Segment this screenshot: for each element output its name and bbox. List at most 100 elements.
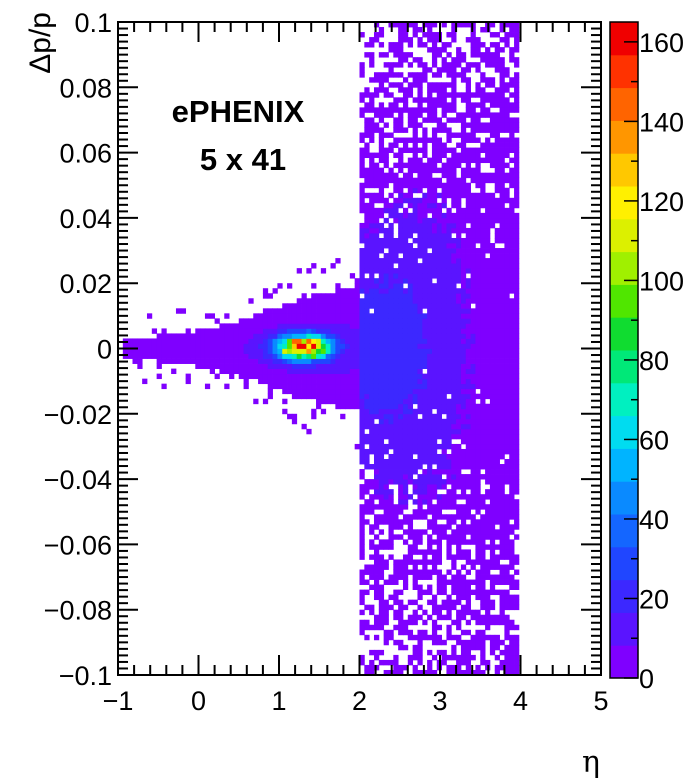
heatmap-cell [282, 333, 288, 339]
heatmap-cell [373, 469, 380, 475]
heatmap-cell [262, 373, 269, 380]
heatmap-cell [243, 368, 249, 375]
heatmap-cell [494, 217, 500, 224]
heatmap-cell [465, 328, 471, 334]
heatmap-cell [359, 182, 365, 189]
heatmap-cell [335, 303, 341, 309]
heatmap-cell [480, 248, 486, 254]
heatmap-cell [219, 323, 225, 329]
heatmap-cell [451, 494, 457, 500]
heatmap-cell [407, 222, 414, 229]
heatmap-cell [378, 594, 385, 601]
heatmap-cell [402, 474, 409, 480]
heatmap-cell [330, 323, 336, 329]
heatmap-cell [398, 614, 404, 621]
heatmap-cell [509, 172, 515, 179]
heatmap-cell [345, 403, 351, 410]
heatmap-cell [340, 323, 346, 329]
heatmap-cell [514, 278, 520, 284]
heatmap-cell [224, 333, 230, 339]
heatmap-cell [436, 469, 443, 475]
heatmap-cell [456, 338, 462, 344]
heatmap-cell [431, 413, 438, 420]
heatmap-cell [509, 82, 515, 88]
heatmap-cell [238, 353, 244, 359]
heatmap-cell [277, 353, 283, 359]
heatmap-cell [340, 333, 346, 339]
heatmap-cell [499, 137, 505, 143]
heatmap-cell [460, 112, 467, 118]
heatmap-cell [489, 459, 496, 465]
heatmap-cell [311, 408, 317, 415]
heatmap-cell [460, 227, 467, 234]
heatmap-cell [156, 373, 162, 380]
heatmap-cell [422, 288, 428, 294]
heatmap-cell [335, 363, 341, 369]
heatmap-cell [436, 614, 443, 621]
heatmap-cell [364, 122, 370, 128]
heatmap-cell [509, 283, 515, 289]
heatmap-cell [456, 263, 462, 269]
heatmap-cell [446, 263, 452, 269]
heatmap-cell [398, 303, 404, 309]
heatmap-cell [417, 308, 423, 314]
heatmap-cell [436, 222, 443, 229]
heatmap-cell [499, 338, 505, 344]
colorbar-segment [610, 481, 638, 515]
heatmap-cell [504, 268, 510, 274]
heatmap-cell [451, 283, 457, 289]
heatmap-cell [373, 328, 380, 334]
heatmap-cell [398, 162, 404, 169]
heatmap-cell [475, 609, 481, 616]
heatmap-cell [364, 182, 370, 189]
heatmap-cell [398, 378, 404, 385]
heatmap-cell [460, 383, 467, 390]
heatmap-cell [224, 368, 230, 375]
heatmap-cell [460, 654, 467, 661]
heatmap-cell [369, 343, 375, 349]
heatmap-cell [378, 514, 385, 520]
heatmap-cell [451, 644, 457, 651]
heatmap-cell [398, 27, 404, 33]
heatmap-cell [465, 248, 471, 254]
heatmap-cell [509, 649, 515, 656]
heatmap-cell [393, 268, 399, 274]
heatmap-cell [446, 614, 452, 621]
heatmap-cell [291, 308, 298, 314]
heatmap-cell [489, 117, 496, 123]
heatmap-cell [383, 634, 389, 641]
heatmap-cell [485, 624, 491, 631]
heatmap-cell [398, 308, 404, 314]
heatmap-cell [499, 524, 505, 530]
heatmap-cell [132, 348, 138, 354]
heatmap-cell [378, 77, 385, 83]
heatmap-cell [514, 318, 520, 324]
heatmap-cell [407, 318, 414, 324]
heatmap-cell [465, 303, 471, 309]
heatmap-cell [431, 57, 438, 63]
heatmap-cell [456, 288, 462, 294]
heatmap-cell [494, 388, 500, 395]
heatmap-cell [489, 398, 496, 405]
heatmap-cell [489, 293, 496, 299]
heatmap-cell [185, 328, 191, 334]
heatmap-cell [402, 353, 409, 359]
heatmap-cell [514, 177, 520, 184]
heatmap-cell [369, 283, 375, 289]
heatmap-cell [156, 358, 162, 364]
heatmap-cell [407, 167, 414, 174]
heatmap-cell [480, 378, 486, 385]
heatmap-cell [369, 664, 375, 671]
heatmap-cell [258, 338, 264, 344]
heatmap-cell [494, 459, 500, 465]
heatmap-cell [470, 634, 476, 641]
heatmap-cell [451, 167, 457, 174]
heatmap-cell [446, 443, 452, 450]
heatmap-cell [427, 263, 433, 269]
heatmap-cell [253, 343, 259, 349]
heatmap-cell [499, 614, 505, 621]
heatmap-cell [446, 524, 452, 530]
heatmap-cell [480, 318, 486, 324]
heatmap-cell [509, 237, 515, 244]
